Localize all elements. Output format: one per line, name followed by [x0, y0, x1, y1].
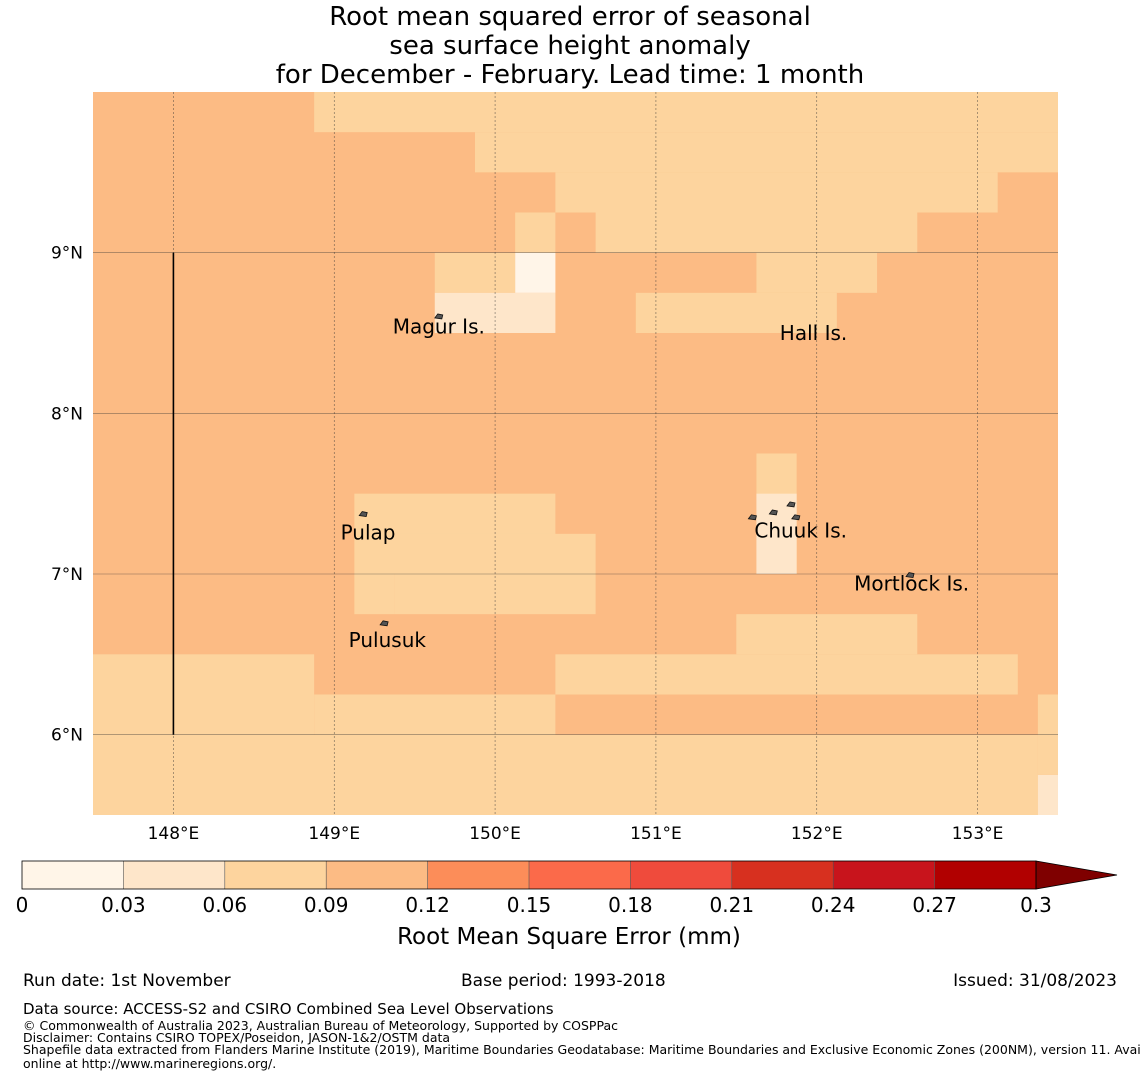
- colorbar-tick-label: 0: [16, 893, 29, 917]
- rmse-cell: [314, 694, 556, 735]
- colorbar-tick-label: 0.21: [710, 893, 755, 917]
- rmse-cell: [756, 493, 797, 574]
- colorbar-tick-label: 0.3: [1020, 893, 1052, 917]
- island-label: Mortlock Is.: [854, 572, 969, 596]
- longitude-tick-label: 148°E: [148, 824, 200, 844]
- island-shape: [379, 620, 389, 627]
- issued-date: Issued: 31/08/2023: [953, 971, 1117, 991]
- colorbar-tick-label: 0.18: [608, 893, 653, 917]
- rmse-cell: [736, 614, 918, 655]
- longitude-tick-label: 149°E: [308, 824, 360, 844]
- title-line-1: Root mean squared error of seasonal: [329, 2, 811, 32]
- colorbar-label: Root Mean Square Error (mm): [397, 924, 741, 950]
- rmse-cell: [635, 292, 837, 333]
- island-label: Magur Is.: [393, 315, 485, 339]
- colorbar-tick-label: 0.15: [507, 893, 552, 917]
- longitude-tick-label: 152°E: [791, 824, 843, 844]
- shapefile-credit-line-1: Shapefile data extracted from Flanders M…: [23, 1042, 1140, 1057]
- colorbar-segment: [731, 861, 834, 889]
- island-shape: [434, 313, 444, 320]
- shapefile-credit-line-2: online at http://www.marineregions.org/.: [23, 1056, 277, 1071]
- map-panel: Magur Is. Hall Is. Pulap Chuuk Is. Mortlock …: [93, 92, 1058, 815]
- colorbar-tick-label: 0.24: [811, 893, 856, 917]
- colorbar-segment: [630, 861, 732, 889]
- island-shape: [786, 501, 796, 508]
- title-line-2: sea surface height anomaly: [389, 31, 751, 61]
- colorbar-tick-label: 0.09: [304, 893, 349, 917]
- data-source: Data source: ACCESS-S2 and CSIRO Combine…: [23, 1000, 554, 1018]
- colorbar-tick-label: 0.12: [405, 893, 450, 917]
- title-line-3: for December - February. Lead time: 1 mo…: [275, 60, 865, 90]
- island-shape: [768, 509, 778, 516]
- colorbar-tick-label: 0.27: [912, 893, 957, 917]
- island-label: Chuuk Is.: [754, 519, 847, 543]
- colorbar: 0 0.03 0.06 0.09 0.12 0.15 0.18 0.21 0.24 0.27 0.3…: [16, 860, 1118, 950]
- rmse-cell: [354, 574, 395, 615]
- copyright-notice: © Commonwealth of Australia 2023, Austra…: [23, 1018, 618, 1033]
- rmse-cell: [555, 654, 1018, 695]
- colorbar-segment: [427, 861, 529, 889]
- island-label: Pulusuk: [349, 628, 427, 652]
- latitude-tick-label: 7°N: [51, 565, 83, 585]
- rmse-cell: [314, 92, 1058, 133]
- colorbar-frame: [21, 860, 1037, 890]
- rmse-cell: [474, 132, 1058, 173]
- colorbar-segment: [833, 861, 935, 889]
- colorbar-segment: [326, 861, 428, 889]
- rmse-cell: [515, 252, 556, 293]
- colorbar-tick-label: 0.06: [203, 893, 248, 917]
- base-period: Base period: 1993-2018: [461, 971, 666, 991]
- latitude-tick-label: 8°N: [51, 404, 83, 424]
- rmse-cell: [555, 172, 998, 213]
- latitude-tick-label: 6°N: [51, 726, 83, 746]
- longitude-tick-label: 150°E: [469, 824, 521, 844]
- run-date: Run date: 1st November: [23, 971, 231, 991]
- island-shape: [747, 514, 757, 521]
- island-shape: [905, 572, 915, 579]
- longitude-tick-label: 151°E: [630, 824, 682, 844]
- disclaimer: Disclaimer: Contains CSIRO TOPEX/Poseido…: [23, 1030, 451, 1045]
- rmse-cell: [515, 212, 556, 253]
- colorbar-segment: [224, 861, 327, 889]
- rmse-cell: [1037, 774, 1058, 815]
- rmse-cell: [434, 252, 516, 293]
- colorbar-segment: [529, 861, 631, 889]
- rmse-cell: [595, 212, 918, 253]
- island-label: Pulap: [341, 520, 396, 544]
- colorbar-extend-arrow: [1035, 860, 1118, 890]
- colorbar-segment: [934, 861, 1036, 889]
- longitude-tick-label: 153°E: [952, 824, 1004, 844]
- latitude-tick-label: 9°N: [51, 244, 83, 264]
- rmse-cell: [93, 654, 315, 735]
- figure-canvas: Magur Is. Hall Is. Pulap Chuuk Is. Mortlock …: [16, 92, 1118, 950]
- colorbar-segment: [22, 861, 124, 889]
- island-shape: [791, 514, 801, 521]
- island-shape: [358, 511, 368, 517]
- colorbar-segment: [123, 861, 225, 889]
- map-axes: 148°E 149°E 150°E 151°E 152°E 153°E 9°N 8°N 7°N 6…: [51, 244, 1003, 844]
- island-label: Hall Is.: [780, 321, 847, 345]
- rmse-cell: [93, 734, 1038, 815]
- colorbar-tick-label: 0.03: [101, 893, 146, 917]
